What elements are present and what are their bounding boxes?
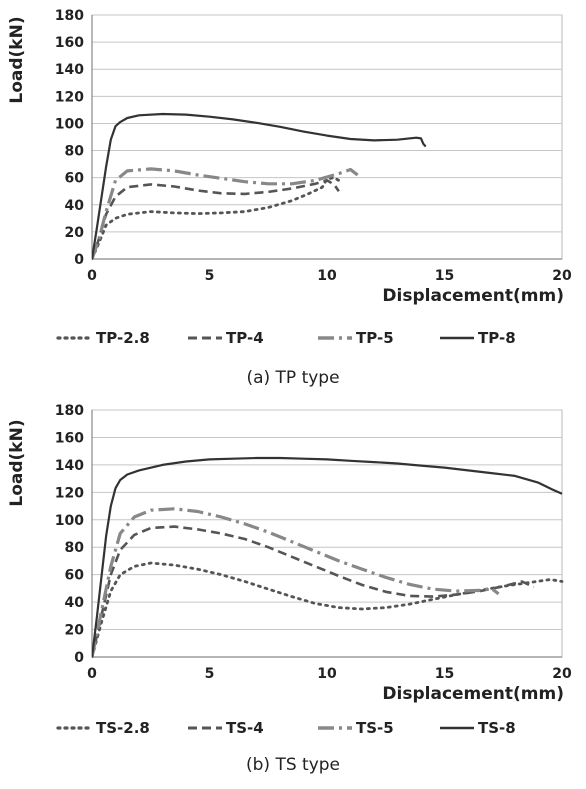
y-tick-label: 60: [65, 568, 85, 584]
chart-caption: (b) TS type: [245, 755, 340, 775]
y-tick-label: 160: [55, 35, 84, 51]
x-axis-title: Displacement(mm): [382, 684, 564, 704]
x-tick-label: 15: [435, 268, 454, 284]
series-line-tp-5: [92, 167, 359, 260]
legend-label-tp-5: TP-5: [356, 329, 394, 347]
series-line-tp-2.8: [92, 176, 343, 260]
x-tick-label: 0: [87, 268, 97, 284]
y-tick-label: 80: [65, 540, 85, 556]
series-line-tp-4: [92, 179, 340, 260]
y-tick-label: 120: [55, 485, 84, 501]
legend-label-tp-4: TP-4: [226, 329, 264, 347]
x-tick-label: 20: [552, 666, 572, 682]
y-tick-label: 140: [55, 62, 84, 78]
x-tick-label: 5: [205, 666, 215, 682]
y-tick-label: 180: [55, 8, 84, 24]
chart-caption: (a) TP type: [246, 368, 340, 388]
legend-label-ts-4: TS-4: [226, 719, 264, 737]
x-tick-label: 20: [552, 268, 572, 284]
x-tick-label: 10: [317, 666, 337, 682]
y-tick-label: 160: [55, 430, 84, 446]
y-tick-label: 40: [65, 198, 85, 214]
x-tick-label: 15: [435, 666, 454, 682]
y-tick-label: 20: [65, 623, 85, 639]
y-tick-label: 20: [65, 225, 85, 241]
y-tick-label: 40: [65, 595, 85, 611]
y-tick-label: 140: [55, 458, 84, 474]
series-line-ts-8: [92, 456, 563, 658]
y-tick-label: 0: [74, 252, 84, 268]
plot-area: [91, 14, 563, 260]
x-tick-label: 10: [317, 268, 337, 284]
series-line-tp-8: [92, 112, 427, 260]
x-tick-label: 0: [87, 666, 97, 682]
series-line-ts-5: [92, 507, 500, 658]
chart-tp-svg: 0 20 40 60 80 100 120 140 160 180 0 5 10 15 20 Load(kN)…: [7, 8, 572, 347]
y-tick-label: 120: [55, 89, 84, 105]
legend-label-ts-5: TS-5: [356, 719, 394, 737]
y-tick-label: 0: [74, 650, 84, 666]
chart-ts-svg: 0 20 40 60 80 100 120 140 160 180 0 5 10 15 20 Load(kN)…: [7, 403, 572, 737]
y-axis-title: Load(kN): [7, 419, 27, 506]
y-tick-label: 100: [55, 116, 84, 132]
chart-panel-ts: 0 20 40 60 80 100 120 140 160 180 0 5 10 15 20 Load(kN)…: [0, 395, 586, 789]
legend-label-ts-2.8: TS-2.8: [96, 719, 150, 737]
y-tick-label: 180: [55, 403, 84, 419]
y-axis-title: Load(kN): [7, 16, 27, 103]
y-tick-label: 60: [65, 171, 85, 187]
y-tick-label: 100: [55, 513, 84, 529]
x-tick-label: 5: [205, 268, 215, 284]
x-axis-title: Displacement(mm): [382, 286, 564, 306]
legend-label-ts-8: TS-8: [478, 719, 516, 737]
legend-label-tp-8: TP-8: [478, 329, 516, 347]
y-tick-label: 80: [65, 144, 85, 160]
legend-label-tp-2.8: TP-2.8: [96, 329, 150, 347]
series-line-ts-4: [92, 525, 535, 658]
chart-panel-tp: 0 20 40 60 80 100 120 140 160 180 0 5 10 15 20 Load(kN)…: [7, 8, 572, 388]
plot-area: [91, 409, 563, 658]
